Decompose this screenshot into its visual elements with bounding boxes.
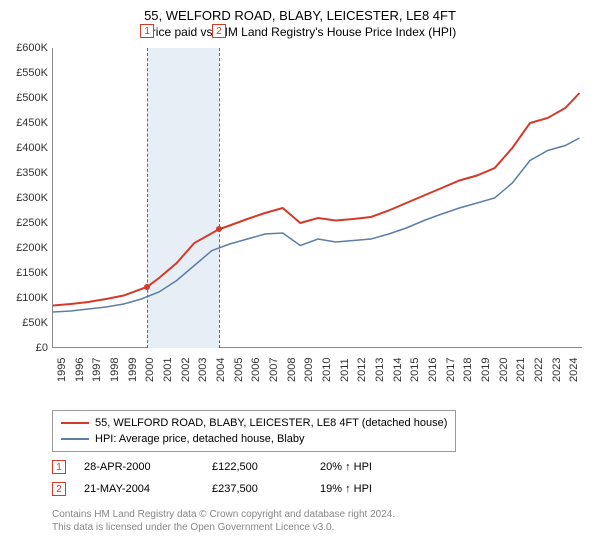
legend-swatch bbox=[61, 438, 89, 440]
legend-label: 55, WELFORD ROAD, BLABY, LEICESTER, LE8 … bbox=[95, 417, 447, 429]
marker-box: 2 bbox=[212, 24, 226, 38]
y-tick-label: £250K bbox=[0, 217, 48, 229]
y-tick-label: £450K bbox=[0, 117, 48, 129]
chart-title: 55, WELFORD ROAD, BLABY, LEICESTER, LE8 … bbox=[0, 0, 600, 23]
x-tick-label: 2004 bbox=[215, 358, 227, 382]
transaction-date: 28-APR-2000 bbox=[84, 461, 194, 473]
attribution-text: Contains HM Land Registry data © Crown c… bbox=[52, 508, 582, 534]
y-tick-label: £150K bbox=[0, 267, 48, 279]
x-tick-label: 1997 bbox=[91, 358, 103, 382]
transactions-table: 1 28-APR-2000 £122,500 20% ↑ HPI 2 21-MA… bbox=[52, 456, 582, 500]
transaction-price: £237,500 bbox=[212, 483, 302, 495]
x-tick-label: 2000 bbox=[144, 358, 156, 382]
x-tick-label: 2002 bbox=[180, 358, 192, 382]
attribution-line: Contains HM Land Registry data © Crown c… bbox=[52, 508, 582, 521]
x-tick-label: 1999 bbox=[127, 358, 139, 382]
x-tick-label: 2018 bbox=[462, 358, 474, 382]
x-tick-label: 2008 bbox=[286, 358, 298, 382]
x-tick-label: 2007 bbox=[268, 358, 280, 382]
x-tick-label: 2006 bbox=[250, 358, 262, 382]
x-tick-label: 2019 bbox=[480, 358, 492, 382]
legend-label: HPI: Average price, detached house, Blab… bbox=[95, 433, 305, 445]
x-tick-label: 2001 bbox=[162, 358, 174, 382]
sale-point-dot bbox=[144, 284, 150, 290]
legend-box: 55, WELFORD ROAD, BLABY, LEICESTER, LE8 … bbox=[52, 410, 456, 452]
plot-region: 12 bbox=[52, 48, 582, 348]
marker-box: 1 bbox=[140, 24, 154, 38]
legend-swatch bbox=[61, 422, 89, 424]
x-tick-label: 1995 bbox=[56, 358, 68, 382]
x-tick-label: 2005 bbox=[233, 358, 245, 382]
x-tick-label: 2020 bbox=[498, 358, 510, 382]
chart-subtitle: Price paid vs. HM Land Registry's House … bbox=[0, 23, 600, 45]
transaction-date: 21-MAY-2004 bbox=[84, 483, 194, 495]
transaction-row: 1 28-APR-2000 £122,500 20% ↑ HPI bbox=[52, 456, 582, 478]
attribution-line: This data is licensed under the Open Gov… bbox=[52, 521, 582, 534]
y-tick-label: £0 bbox=[0, 342, 48, 354]
legend-item: 55, WELFORD ROAD, BLABY, LEICESTER, LE8 … bbox=[61, 415, 447, 431]
x-tick-label: 2012 bbox=[356, 358, 368, 382]
x-tick-label: 2021 bbox=[515, 358, 527, 382]
transaction-row: 2 21-MAY-2004 £237,500 19% ↑ HPI bbox=[52, 478, 582, 500]
x-tick-label: 1996 bbox=[74, 358, 86, 382]
x-tick-label: 2014 bbox=[392, 358, 404, 382]
chart-area: 12 £0£50K£100K£150K£200K£250K£300K£350K£… bbox=[52, 48, 582, 368]
transaction-pct: 20% ↑ HPI bbox=[320, 461, 430, 473]
x-tick-label: 2009 bbox=[303, 358, 315, 382]
y-tick-label: £400K bbox=[0, 142, 48, 154]
x-tick-label: 2011 bbox=[339, 358, 351, 382]
y-tick-label: £200K bbox=[0, 242, 48, 254]
x-tick-label: 2010 bbox=[321, 358, 333, 382]
x-tick-label: 2016 bbox=[427, 358, 439, 382]
transaction-pct: 19% ↑ HPI bbox=[320, 483, 430, 495]
x-tick-label: 2015 bbox=[409, 358, 421, 382]
x-tick-label: 2003 bbox=[197, 358, 209, 382]
y-tick-label: £600K bbox=[0, 42, 48, 54]
x-tick-label: 2022 bbox=[533, 358, 545, 382]
y-tick-label: £350K bbox=[0, 167, 48, 179]
x-tick-label: 2024 bbox=[568, 358, 580, 382]
legend-item: HPI: Average price, detached house, Blab… bbox=[61, 431, 447, 447]
marker-vline bbox=[219, 48, 220, 348]
x-tick-label: 2013 bbox=[374, 358, 386, 382]
line-svg bbox=[53, 48, 583, 348]
series-line-hpi bbox=[53, 138, 580, 312]
transaction-marker: 2 bbox=[52, 482, 66, 496]
y-tick-label: £550K bbox=[0, 67, 48, 79]
transaction-marker: 1 bbox=[52, 460, 66, 474]
x-tick-label: 1998 bbox=[109, 358, 121, 382]
sale-point-dot bbox=[216, 226, 222, 232]
x-tick-label: 2023 bbox=[551, 358, 563, 382]
y-tick-label: £500K bbox=[0, 92, 48, 104]
transaction-price: £122,500 bbox=[212, 461, 302, 473]
y-tick-label: £300K bbox=[0, 192, 48, 204]
y-tick-label: £100K bbox=[0, 292, 48, 304]
x-tick-label: 2017 bbox=[445, 358, 457, 382]
y-tick-label: £50K bbox=[0, 317, 48, 329]
marker-vline bbox=[147, 48, 148, 348]
series-line-price_paid bbox=[53, 93, 580, 306]
chart-container: 55, WELFORD ROAD, BLABY, LEICESTER, LE8 … bbox=[0, 0, 600, 560]
